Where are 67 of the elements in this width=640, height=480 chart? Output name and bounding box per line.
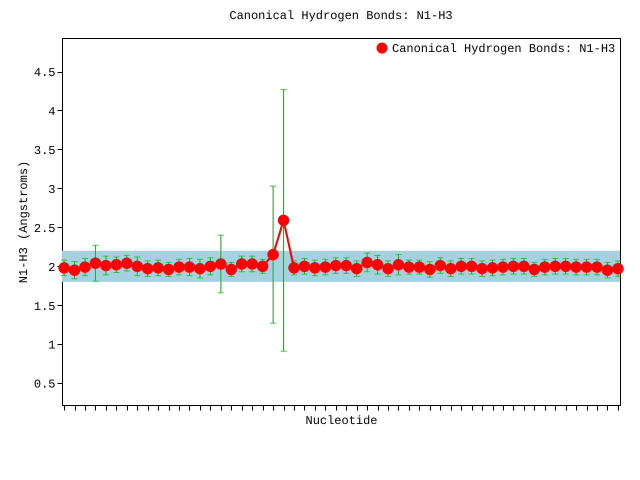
point	[152, 262, 164, 274]
point	[382, 262, 394, 274]
point	[173, 261, 185, 273]
point	[320, 261, 332, 273]
point	[486, 262, 498, 274]
point	[267, 248, 279, 260]
chart-title: Canonical Hydrogen Bonds: N1-H3	[229, 9, 453, 23]
point	[68, 264, 80, 276]
point	[455, 260, 467, 272]
point	[215, 258, 227, 270]
y-tick-label: 3.5	[34, 144, 56, 158]
point	[445, 262, 456, 274]
point	[602, 264, 614, 276]
y-tick-label: 3	[48, 182, 56, 197]
point	[424, 264, 436, 276]
point	[580, 261, 592, 273]
point	[204, 260, 216, 272]
point	[236, 258, 248, 270]
y-axis-title: N1-H3 (Angstroms)	[16, 160, 31, 284]
point	[434, 260, 446, 272]
point	[142, 262, 154, 274]
point	[100, 260, 112, 272]
point	[162, 264, 174, 276]
point	[278, 214, 290, 226]
point	[550, 260, 561, 272]
point	[121, 257, 132, 269]
point	[309, 262, 321, 274]
point	[414, 261, 426, 273]
point	[539, 261, 550, 273]
point	[132, 260, 143, 272]
point	[298, 260, 310, 272]
point	[476, 262, 488, 274]
point	[58, 262, 70, 274]
legend-label: Canonical Hydrogen Bonds: N1-H3	[392, 42, 616, 56]
point	[528, 264, 540, 276]
point	[330, 260, 342, 272]
point	[256, 260, 268, 272]
point	[560, 260, 572, 272]
point	[518, 260, 530, 272]
point	[194, 262, 206, 274]
point	[570, 261, 582, 273]
point	[403, 261, 415, 273]
y-tick-label: 2.5	[34, 222, 56, 236]
point	[79, 261, 91, 273]
x-axis-title: Nucleotide	[305, 414, 378, 428]
point	[226, 264, 237, 276]
point	[184, 261, 196, 273]
point	[340, 260, 352, 272]
point	[497, 261, 509, 273]
point	[350, 262, 362, 274]
point	[361, 256, 373, 268]
point	[392, 259, 404, 270]
y-tick-label: 4.5	[34, 66, 56, 80]
y-tick-label: 0.5	[34, 378, 56, 392]
point	[508, 260, 520, 272]
y-tick-label: 4	[48, 104, 56, 119]
point	[612, 262, 624, 274]
point	[591, 261, 603, 273]
point	[372, 259, 384, 270]
point	[466, 260, 478, 272]
point	[90, 257, 102, 269]
point	[110, 259, 122, 270]
y-tick-label: 1.5	[34, 300, 56, 314]
y-tick-label: 2	[48, 260, 56, 275]
y-tick-label: 1	[48, 338, 56, 353]
point	[246, 258, 258, 270]
point	[288, 262, 300, 274]
